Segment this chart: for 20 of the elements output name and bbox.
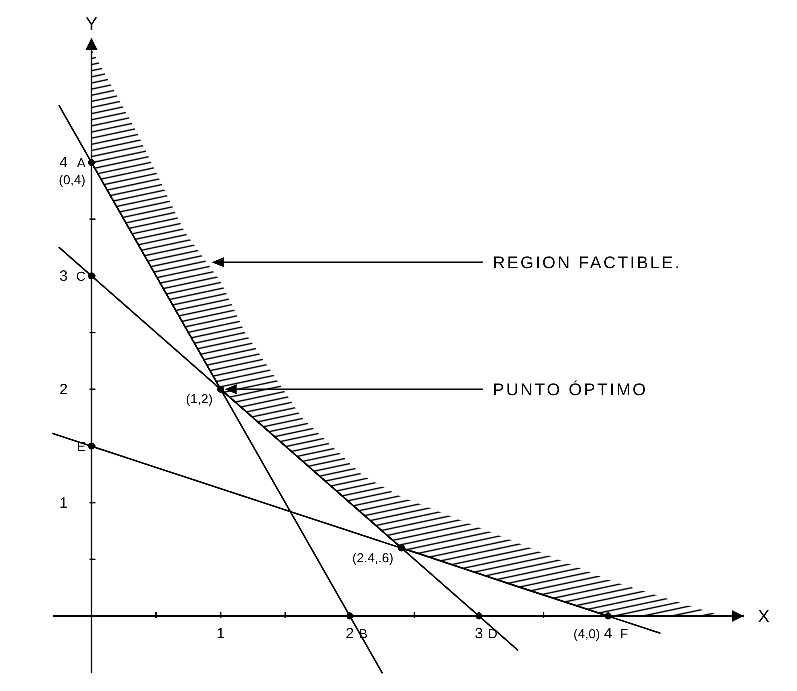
annotation: (4,0) — [574, 626, 600, 642]
annotation: REGION FACTIBLE. — [493, 254, 682, 273]
annotation: D — [488, 626, 498, 642]
annotation: A — [77, 156, 86, 171]
x-tick-label: 2 — [346, 625, 354, 642]
y-tick-label: 2 — [60, 382, 68, 399]
y-axis-title: Y — [86, 14, 98, 34]
x-axis-title: X — [758, 606, 770, 626]
x-tick-label: 3 — [475, 625, 484, 642]
y-tick-label: 1 — [60, 494, 68, 512]
annotation: C — [76, 269, 86, 284]
x-tick-label: 1 — [216, 625, 226, 642]
x-tick-label: 4 — [604, 625, 613, 642]
y-tick-label: 3 — [60, 268, 68, 286]
y-tick-label: 4 — [60, 154, 68, 172]
annotation: F — [620, 626, 628, 642]
annotation: (2.4,.6) — [352, 550, 394, 566]
annotation: PUNTO ÓPTIMO — [493, 380, 648, 400]
annotation: (0,4) — [59, 172, 86, 188]
annotation: (1,2) — [186, 392, 213, 407]
